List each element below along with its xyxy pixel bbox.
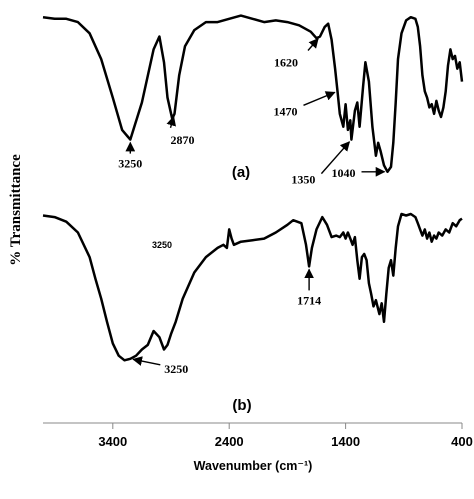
stray-label-b: 3250: [152, 240, 172, 250]
x-tick-label: 3400: [98, 434, 127, 449]
peak-annotations-b: 3250 1714: [132, 268, 321, 376]
x-axis-ticks: 3400 2400 1400 400: [98, 423, 473, 449]
panel-label-b: (b): [232, 397, 251, 414]
peak-label-1350: 1350: [291, 173, 315, 187]
peak-label-1040: 1040: [332, 166, 356, 180]
peak-arrow-3250: [132, 356, 161, 366]
panel-label-a: (a): [232, 164, 250, 181]
x-tick-label: 400: [451, 434, 473, 449]
peak-annotations-a: 3250 2870 1620 1470 1350 1040: [118, 38, 386, 187]
peak-arrow-1350: [320, 141, 351, 175]
spectrum-line-a: [42, 14, 464, 174]
peak-label-3250: 3250: [118, 157, 142, 171]
peak-label-1620: 1620: [274, 56, 298, 70]
peak-arrow-1470: [303, 91, 336, 106]
x-axis-label: Wavenumber (cm⁻¹): [194, 459, 313, 473]
peak-arrow-1620: [307, 38, 319, 51]
x-tick-label: 2400: [215, 434, 244, 449]
panel-b: 3250 1714 3250 (b): [42, 212, 463, 414]
peak-arrow-2870: [166, 115, 176, 128]
spectrum-line-b: [42, 212, 463, 362]
y-axis-label: % Transmittance: [8, 154, 24, 266]
panel-a: 3250 2870 1620 1470 1350 1040 (a): [42, 14, 464, 187]
peak-label-3250: 3250: [164, 362, 188, 376]
peak-label-2870: 2870: [171, 133, 195, 147]
x-tick-label: 1400: [331, 434, 360, 449]
peak-label-1470: 1470: [274, 104, 298, 118]
x-axis: 3400 2400 1400 400 Wavenumber (cm⁻¹): [43, 422, 473, 473]
peak-label-1714: 1714: [297, 293, 321, 307]
